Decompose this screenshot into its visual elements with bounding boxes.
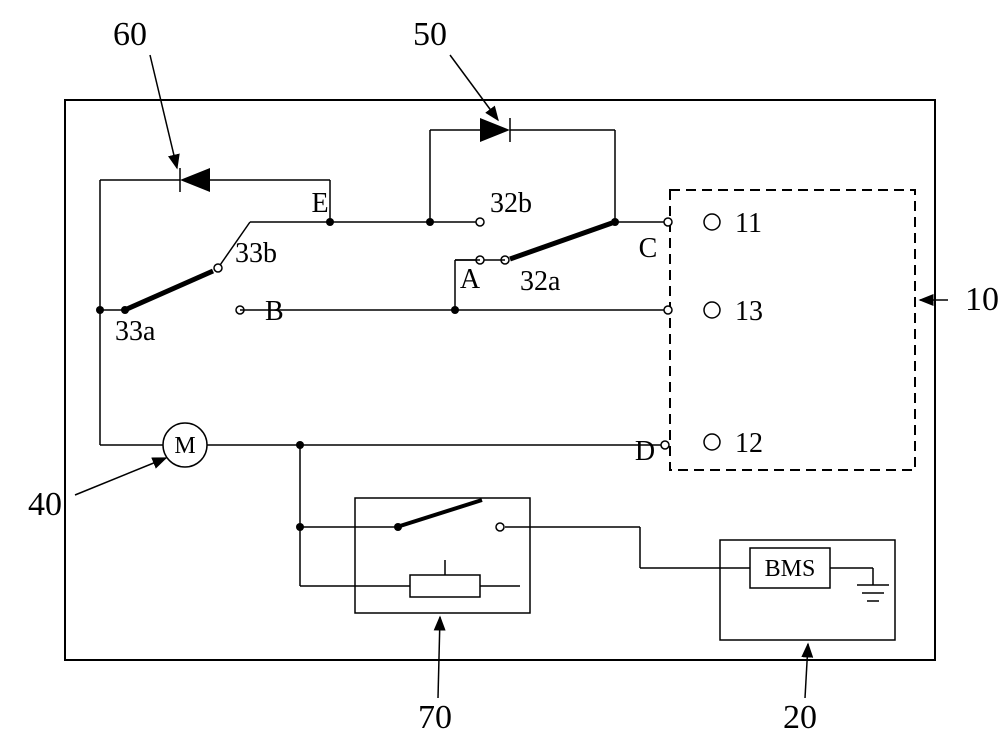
sw32-term-open	[476, 218, 484, 226]
diode-50	[480, 118, 510, 142]
diode-60	[180, 168, 210, 192]
label-32b: 32b	[490, 188, 532, 219]
node-c	[664, 218, 672, 226]
label-t11: 11	[735, 208, 762, 239]
node-mid-13	[664, 306, 672, 314]
resistor-70	[410, 575, 480, 597]
sw32-blade	[510, 223, 612, 259]
label-33b: 33b	[235, 238, 277, 269]
label-t12: 12	[735, 428, 763, 459]
leader-40	[75, 458, 166, 495]
sw70-open-term	[496, 523, 504, 531]
sw33-blade	[127, 271, 213, 309]
node-d	[661, 441, 669, 449]
label-t13: 13	[735, 296, 763, 327]
terminal-12	[704, 434, 720, 450]
label-d: D	[635, 436, 655, 467]
callout-50: 50	[413, 16, 447, 53]
unit-70-box	[355, 498, 530, 613]
bms-label: BMS	[765, 556, 816, 582]
leader-50	[450, 55, 498, 120]
label-b: B	[265, 296, 284, 327]
label-c: C	[639, 233, 658, 264]
label-a: A	[460, 264, 481, 295]
motor-label: M	[174, 433, 195, 459]
dashed-box-10	[670, 190, 915, 470]
sw33-term-33b	[214, 264, 222, 272]
callout-20: 20	[783, 699, 817, 736]
leader-20	[805, 644, 808, 698]
circuit-diagram: BMS	[0, 0, 1000, 755]
callout-60: 60	[113, 16, 147, 53]
callout-70: 70	[418, 699, 452, 736]
terminal-11	[704, 214, 720, 230]
leader-70	[438, 617, 440, 698]
callout-10: 10	[965, 281, 999, 318]
sw70-blade	[400, 500, 482, 526]
terminal-13	[704, 302, 720, 318]
callout-40: 40	[28, 486, 62, 523]
leader-60	[150, 55, 177, 168]
bms-box-20	[720, 540, 895, 640]
label-32a: 32a	[520, 266, 561, 297]
label-33a: 33a	[115, 316, 156, 347]
label-e: E	[311, 188, 328, 219]
